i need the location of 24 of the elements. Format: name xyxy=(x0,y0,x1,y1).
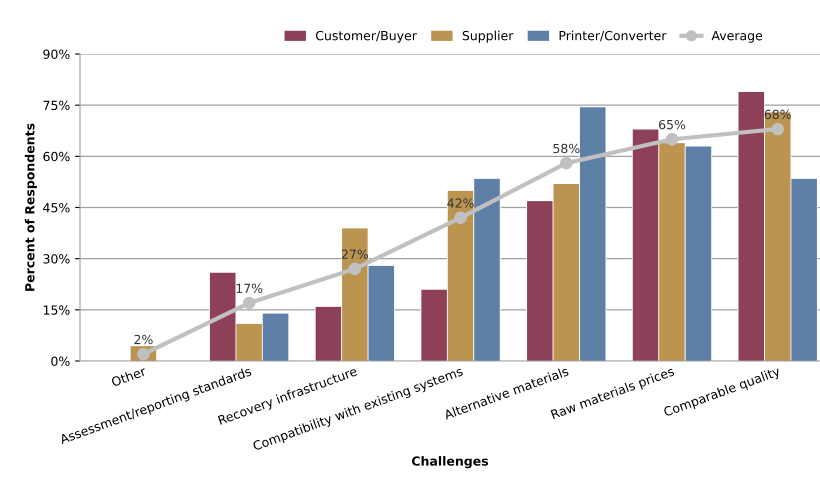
legend-label: Printer/Converter xyxy=(560,30,666,42)
data-label: 2% xyxy=(134,334,153,344)
point xyxy=(242,296,256,310)
y-tick-label: 15% xyxy=(44,305,70,315)
data-label: 58% xyxy=(553,144,580,154)
y-tick-label: 30% xyxy=(43,254,70,264)
point xyxy=(454,211,467,224)
x-tick-label: Other xyxy=(110,366,147,387)
x-axis-title: Challenges xyxy=(412,456,488,468)
y-tick-label: 60% xyxy=(43,152,70,162)
legend-label: Customer/Buyer xyxy=(316,30,417,43)
legend-label: Average xyxy=(712,31,762,43)
data-label: 65% xyxy=(658,120,686,130)
y-tick-label: 45% xyxy=(43,202,70,212)
y-tick-label: 0% xyxy=(51,356,70,366)
y-tick-label: 90% xyxy=(43,49,70,59)
legend-label: Supplier xyxy=(462,30,514,43)
point xyxy=(666,133,678,146)
y-axis-title: Percent of Respondents xyxy=(24,124,37,291)
data-label: 17% xyxy=(236,284,262,294)
point xyxy=(560,156,573,170)
point xyxy=(348,262,362,276)
point xyxy=(771,122,784,136)
y-tick-label: 75% xyxy=(44,100,70,110)
